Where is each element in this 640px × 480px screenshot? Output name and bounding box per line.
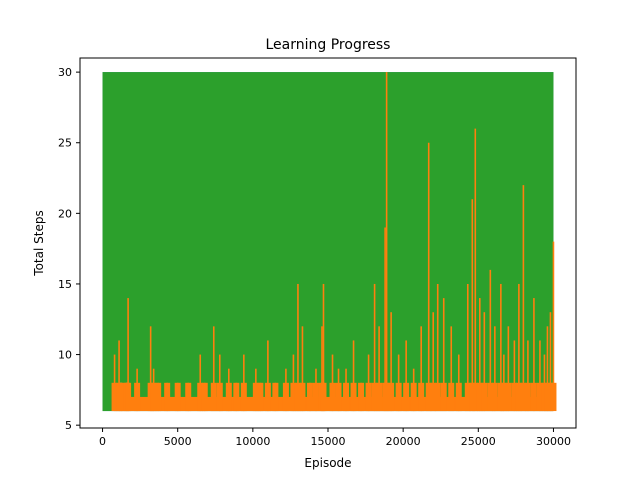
series-orange-cluster — [520, 382, 527, 412]
series-orange-cluster — [403, 382, 410, 412]
series-orange-cluster — [541, 382, 548, 412]
series-orange-cluster — [464, 382, 471, 412]
series-orange-cluster — [306, 382, 313, 412]
series-orange-cluster — [476, 382, 483, 412]
series-orange-cluster — [418, 382, 425, 412]
series-orange-cluster — [320, 382, 327, 412]
x-tick-label: 30000 — [536, 435, 571, 448]
x-tick-label: 25000 — [461, 435, 496, 448]
y-tick-label: 10 — [58, 349, 72, 362]
series-orange-cluster — [395, 382, 402, 412]
series-orange-cluster — [125, 382, 132, 412]
series-orange-cluster — [264, 382, 271, 412]
y-tick-label: 30 — [58, 66, 72, 79]
series-orange-cluster — [216, 382, 223, 412]
series-orange-cluster — [425, 382, 432, 412]
series-orange-cluster — [434, 382, 441, 412]
series-orange-cluster — [455, 382, 462, 412]
series-orange-cluster — [448, 382, 455, 412]
series-orange-cluster — [312, 382, 319, 412]
series-orange-cluster — [111, 382, 118, 412]
series-orange-cluster — [197, 382, 204, 412]
series-orange-cluster — [410, 382, 417, 412]
series-orange-cluster — [116, 382, 123, 412]
series-orange-cluster — [469, 382, 476, 412]
series-orange-cluster — [383, 382, 390, 412]
series-orange-cluster — [240, 382, 247, 412]
series-orange-cluster — [272, 382, 279, 412]
y-tick-label: 15 — [58, 278, 72, 291]
series-orange-cluster — [487, 382, 494, 412]
x-axis: 0 5000 10000 15000 20000 25000 30000 — [99, 428, 571, 448]
series-orange-cluster — [164, 382, 171, 412]
series-orange-cluster — [524, 382, 531, 412]
series-orange-cluster — [252, 382, 259, 412]
series-layer — [102, 72, 557, 412]
series-orange-cluster — [329, 382, 336, 412]
x-tick-label: 0 — [99, 435, 106, 448]
series-orange-cluster — [358, 382, 365, 412]
series-orange-cluster — [481, 382, 488, 412]
series-orange-cluster — [500, 382, 507, 412]
x-tick-label: 15000 — [311, 435, 346, 448]
y-tick-label: 20 — [58, 207, 72, 220]
x-axis-label: Episode — [304, 456, 351, 470]
series-orange-cluster — [491, 382, 498, 412]
x-tick-label: 5000 — [164, 435, 192, 448]
series-orange-cluster — [155, 382, 162, 412]
series-orange-cluster — [119, 382, 126, 412]
series-orange-cluster — [515, 382, 522, 412]
series-orange-cluster — [472, 382, 479, 412]
series-orange-cluster — [550, 382, 557, 412]
series-orange-cluster — [225, 382, 232, 412]
series-orange-cluster — [511, 382, 518, 412]
series-orange-cluster — [547, 382, 554, 412]
series-orange-cluster — [505, 382, 512, 412]
series-orange-cluster — [430, 382, 437, 412]
series-green-band — [102, 72, 554, 412]
series-orange-cluster — [233, 382, 240, 412]
series-orange-cluster — [440, 382, 447, 412]
series-orange-cluster — [371, 382, 378, 412]
series-orange-cluster — [282, 382, 289, 412]
series-orange-cluster — [185, 382, 192, 412]
series-orange-cluster — [343, 382, 350, 412]
series-orange-cluster — [335, 382, 342, 412]
x-tick-label: 10000 — [235, 435, 270, 448]
x-tick-label: 20000 — [386, 435, 421, 448]
series-orange-cluster — [497, 382, 504, 412]
series-orange-cluster — [150, 382, 157, 412]
chart-title: Learning Progress — [266, 37, 391, 53]
series-orange-cluster — [134, 382, 141, 412]
series-orange-cluster — [530, 382, 537, 412]
series-orange-cluster — [536, 382, 543, 412]
series-orange-cluster — [201, 382, 208, 412]
series-orange-cluster — [290, 382, 297, 412]
series-orange-cluster — [257, 382, 264, 412]
series-orange-cluster — [376, 382, 383, 412]
y-tick-label: 5 — [65, 419, 72, 432]
series-orange-cluster — [388, 382, 395, 412]
series-orange-cluster — [544, 382, 551, 412]
y-tick-label: 25 — [58, 137, 72, 150]
series-orange-cluster — [174, 382, 181, 412]
y-axis: 5 10 15 20 25 30 — [58, 66, 80, 432]
series-orange-cluster — [299, 382, 306, 412]
series-orange-cluster — [147, 382, 154, 412]
series-orange-cluster — [210, 382, 217, 412]
series-orange-cluster — [350, 382, 357, 412]
series-orange-cluster — [365, 382, 372, 412]
y-axis-label: Total Steps — [32, 210, 46, 276]
series-orange-cluster — [294, 382, 301, 412]
